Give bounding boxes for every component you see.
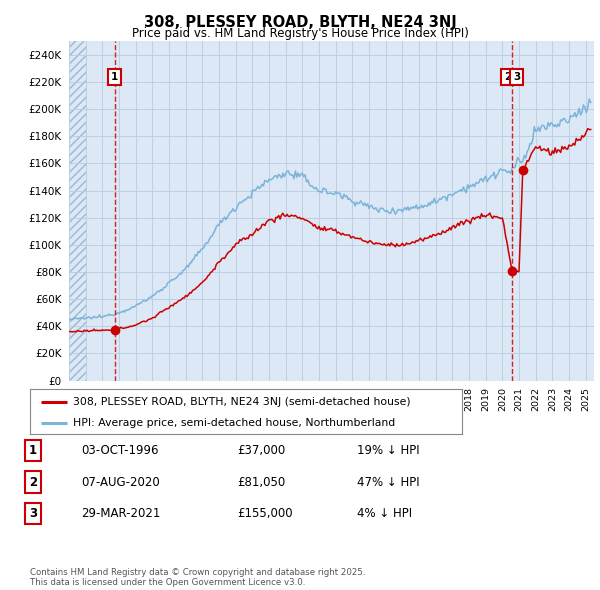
Text: 1: 1 — [111, 72, 118, 82]
Text: 308, PLESSEY ROAD, BLYTH, NE24 3NJ (semi-detached house): 308, PLESSEY ROAD, BLYTH, NE24 3NJ (semi… — [73, 397, 411, 407]
Text: £155,000: £155,000 — [237, 507, 293, 520]
Text: 3: 3 — [513, 72, 520, 82]
Text: £37,000: £37,000 — [237, 444, 285, 457]
Text: 2: 2 — [504, 72, 511, 82]
Text: HPI: Average price, semi-detached house, Northumberland: HPI: Average price, semi-detached house,… — [73, 418, 395, 428]
Text: 29-MAR-2021: 29-MAR-2021 — [81, 507, 160, 520]
Text: 03-OCT-1996: 03-OCT-1996 — [81, 444, 158, 457]
Text: 2: 2 — [29, 476, 37, 489]
Text: Price paid vs. HM Land Registry's House Price Index (HPI): Price paid vs. HM Land Registry's House … — [131, 27, 469, 40]
Text: Contains HM Land Registry data © Crown copyright and database right 2025.
This d: Contains HM Land Registry data © Crown c… — [30, 568, 365, 587]
Text: 1: 1 — [29, 444, 37, 457]
Text: 4% ↓ HPI: 4% ↓ HPI — [357, 507, 412, 520]
Text: £81,050: £81,050 — [237, 476, 285, 489]
Text: 47% ↓ HPI: 47% ↓ HPI — [357, 476, 419, 489]
Bar — [69, 41, 86, 381]
Text: 19% ↓ HPI: 19% ↓ HPI — [357, 444, 419, 457]
Text: 07-AUG-2020: 07-AUG-2020 — [81, 476, 160, 489]
Text: 308, PLESSEY ROAD, BLYTH, NE24 3NJ: 308, PLESSEY ROAD, BLYTH, NE24 3NJ — [143, 15, 457, 30]
Text: 3: 3 — [29, 507, 37, 520]
